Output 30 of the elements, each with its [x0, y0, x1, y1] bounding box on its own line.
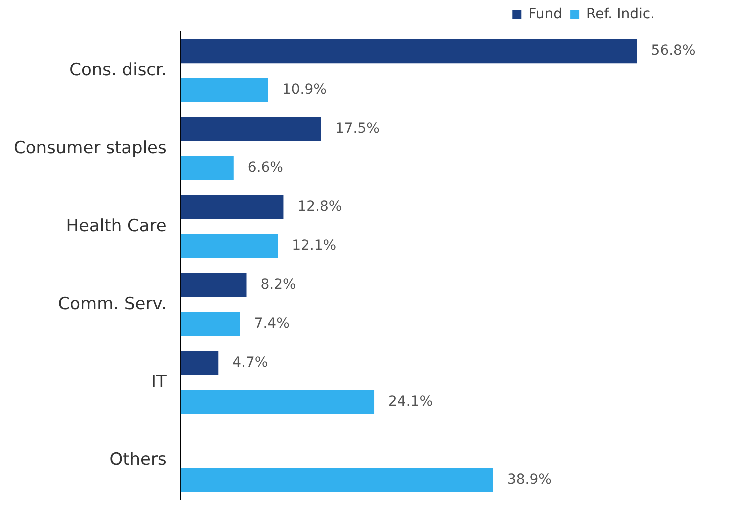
data-label: 4.7%: [232, 355, 268, 371]
bar: [180, 78, 268, 103]
data-label: 17.5%: [335, 121, 380, 138]
y-tick-label: Comm. Serv.: [58, 294, 167, 314]
y-tick-label: Others: [110, 450, 167, 470]
bar: [180, 117, 322, 142]
data-label: 12.1%: [292, 238, 337, 254]
bar: [180, 234, 278, 258]
data-label: 56.8%: [651, 43, 696, 60]
data-label: 6.6%: [248, 160, 284, 176]
data-label: 8.2%: [260, 277, 296, 294]
bar: [180, 273, 247, 298]
data-label: 7.4%: [254, 316, 290, 332]
data-label: 38.9%: [507, 472, 552, 488]
data-label: 10.9%: [282, 82, 327, 98]
legend-label: Fund: [528, 6, 563, 23]
y-tick-label: Consumer staples: [14, 138, 167, 158]
bar: [180, 156, 234, 181]
data-label: 12.8%: [298, 199, 342, 216]
y-tick-label: Health Care: [66, 216, 167, 236]
bar: [180, 39, 638, 64]
bar: [180, 390, 375, 414]
data-label: 24.1%: [388, 394, 434, 410]
bar: [180, 195, 284, 220]
y-tick-label: IT: [151, 372, 168, 392]
legend-label: Ref. Indic.: [586, 6, 656, 23]
bar: [180, 468, 494, 492]
y-tick-label: Cons. discr.: [70, 60, 167, 80]
bar: [180, 351, 219, 376]
bar: [180, 312, 240, 336]
